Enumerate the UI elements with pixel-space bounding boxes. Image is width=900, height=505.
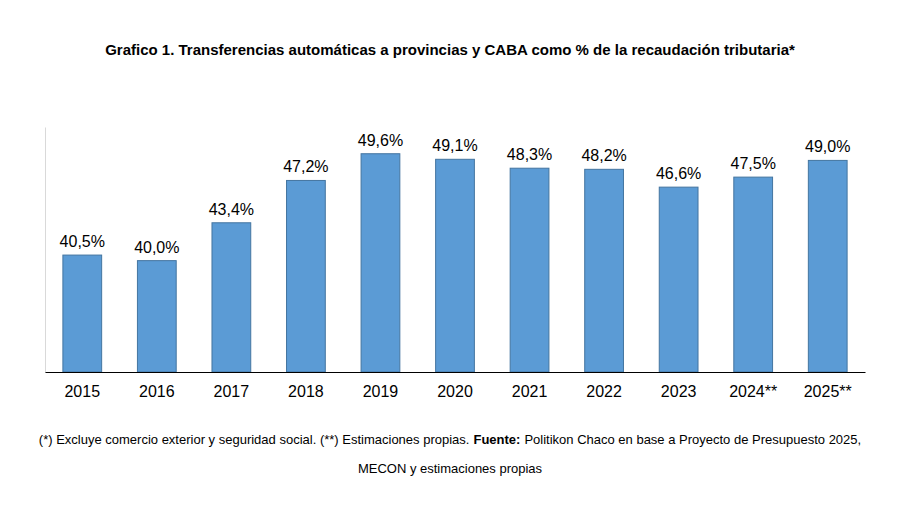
- x-tick: 2018: [288, 372, 324, 400]
- bar: [436, 159, 475, 372]
- bar: [137, 261, 176, 372]
- source-text: MECON y estimaciones propias: [358, 461, 543, 476]
- x-tick-label: 2021: [512, 383, 548, 400]
- x-tick-label: 2022: [586, 383, 622, 400]
- x-tick-label: 2017: [214, 383, 250, 400]
- x-tick-label: 2018: [288, 383, 324, 400]
- x-tick: 2024**: [729, 372, 777, 400]
- chart: Grafico 1. Transferencias automáticas a …: [0, 0, 900, 505]
- bar: [808, 160, 847, 372]
- bar: [361, 154, 400, 372]
- x-tick-label: 2024**: [729, 383, 777, 400]
- bar: [585, 169, 624, 372]
- title: Grafico 1. Transferencias automáticas a …: [105, 41, 795, 58]
- data-label: 46,6%: [656, 165, 701, 182]
- bar: [63, 255, 102, 372]
- x-tick: 2016: [139, 372, 175, 400]
- x-tick: 2022: [586, 372, 622, 400]
- x-tick-label: 2023: [661, 383, 697, 400]
- bar: [287, 180, 326, 372]
- x-tick-label: 2019: [363, 383, 399, 400]
- source-label: Fuente:: [473, 432, 520, 447]
- bar: [212, 223, 251, 372]
- footnote: (*) Excluye comercio exterior y segurida…: [39, 432, 861, 447]
- data-label: 49,6%: [358, 132, 403, 149]
- data-labels: 40,5% 40,0% 43,4% 47,2% 49,6% 49,1% 48,3% 48,2%…: [60, 132, 851, 256]
- data-label: 43,4%: [209, 201, 254, 218]
- y-axis-line: [45, 128, 46, 373]
- bar: [510, 168, 549, 372]
- bar: [734, 177, 773, 372]
- x-tick: 2023: [661, 372, 697, 400]
- x-tick: 2017: [214, 372, 250, 400]
- footnote-text: (*) Excluye comercio exterior y segurida…: [39, 432, 470, 447]
- x-tick-label: 2015: [64, 383, 100, 400]
- data-label: 48,2%: [581, 147, 626, 164]
- x-tick-label: 2016: [139, 383, 175, 400]
- x-tick: 2020: [437, 372, 473, 400]
- data-label: 49,1%: [432, 137, 477, 154]
- bar: [659, 187, 698, 372]
- bars: [63, 154, 847, 372]
- x-tick: 2021: [512, 372, 548, 400]
- y-axis: [45, 128, 46, 373]
- source-text: Politikon Chaco en base a Proyecto de Pr…: [524, 432, 861, 447]
- data-label: 47,5%: [730, 155, 775, 172]
- x-axis: 2015 2016 2017 2018 2019 2020 2021 2022 2023 2024…: [46, 372, 866, 400]
- data-label: 40,0%: [134, 239, 179, 256]
- x-tick: 2015: [64, 372, 100, 400]
- x-tick-label: 2025**: [804, 383, 852, 400]
- data-label: 48,3%: [507, 146, 552, 163]
- data-label: 49,0%: [805, 138, 850, 155]
- x-tick: 2019: [363, 372, 399, 400]
- data-label: 47,2%: [283, 158, 328, 175]
- data-label: 40,5%: [60, 233, 105, 250]
- x-tick: 2025**: [804, 372, 852, 400]
- x-axis-line: [46, 372, 866, 373]
- x-tick-label: 2020: [437, 383, 473, 400]
